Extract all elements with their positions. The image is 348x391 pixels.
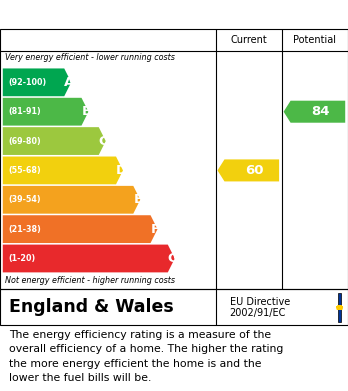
Text: Potential: Potential (293, 35, 337, 45)
Text: A: A (64, 76, 74, 89)
Text: (92-100): (92-100) (9, 78, 47, 87)
Polygon shape (284, 101, 345, 123)
Polygon shape (3, 215, 158, 243)
Polygon shape (3, 186, 140, 213)
Text: EU Directive: EU Directive (230, 297, 290, 307)
Text: Current: Current (230, 35, 267, 45)
Text: 84: 84 (311, 105, 330, 118)
Polygon shape (3, 127, 106, 155)
Text: (39-54): (39-54) (9, 195, 41, 204)
Text: (81-91): (81-91) (9, 107, 41, 116)
Text: G: G (167, 252, 178, 265)
Text: The energy efficiency rating is a measure of the
overall efficiency of a home. T: The energy efficiency rating is a measur… (9, 330, 283, 383)
Text: (69-80): (69-80) (9, 136, 41, 145)
Text: C: C (99, 135, 109, 147)
Text: E: E (134, 193, 143, 206)
Bar (338, 293, 341, 322)
Polygon shape (3, 245, 175, 273)
Text: (21-38): (21-38) (9, 225, 41, 234)
Text: B: B (81, 105, 92, 118)
Text: D: D (115, 164, 126, 177)
Text: Very energy efficient - lower running costs: Very energy efficient - lower running co… (5, 53, 175, 62)
Polygon shape (3, 68, 71, 96)
Text: Energy Efficiency Rating: Energy Efficiency Rating (9, 7, 211, 22)
Text: 2002/91/EC: 2002/91/EC (230, 308, 286, 318)
Text: 60: 60 (245, 164, 263, 177)
Polygon shape (3, 98, 88, 126)
Text: F: F (151, 222, 160, 236)
Text: England & Wales: England & Wales (9, 298, 173, 316)
Polygon shape (3, 156, 123, 184)
Polygon shape (218, 160, 279, 181)
Text: (1-20): (1-20) (9, 254, 36, 263)
Text: Not energy efficient - higher running costs: Not energy efficient - higher running co… (5, 276, 175, 285)
Text: (55-68): (55-68) (9, 166, 41, 175)
